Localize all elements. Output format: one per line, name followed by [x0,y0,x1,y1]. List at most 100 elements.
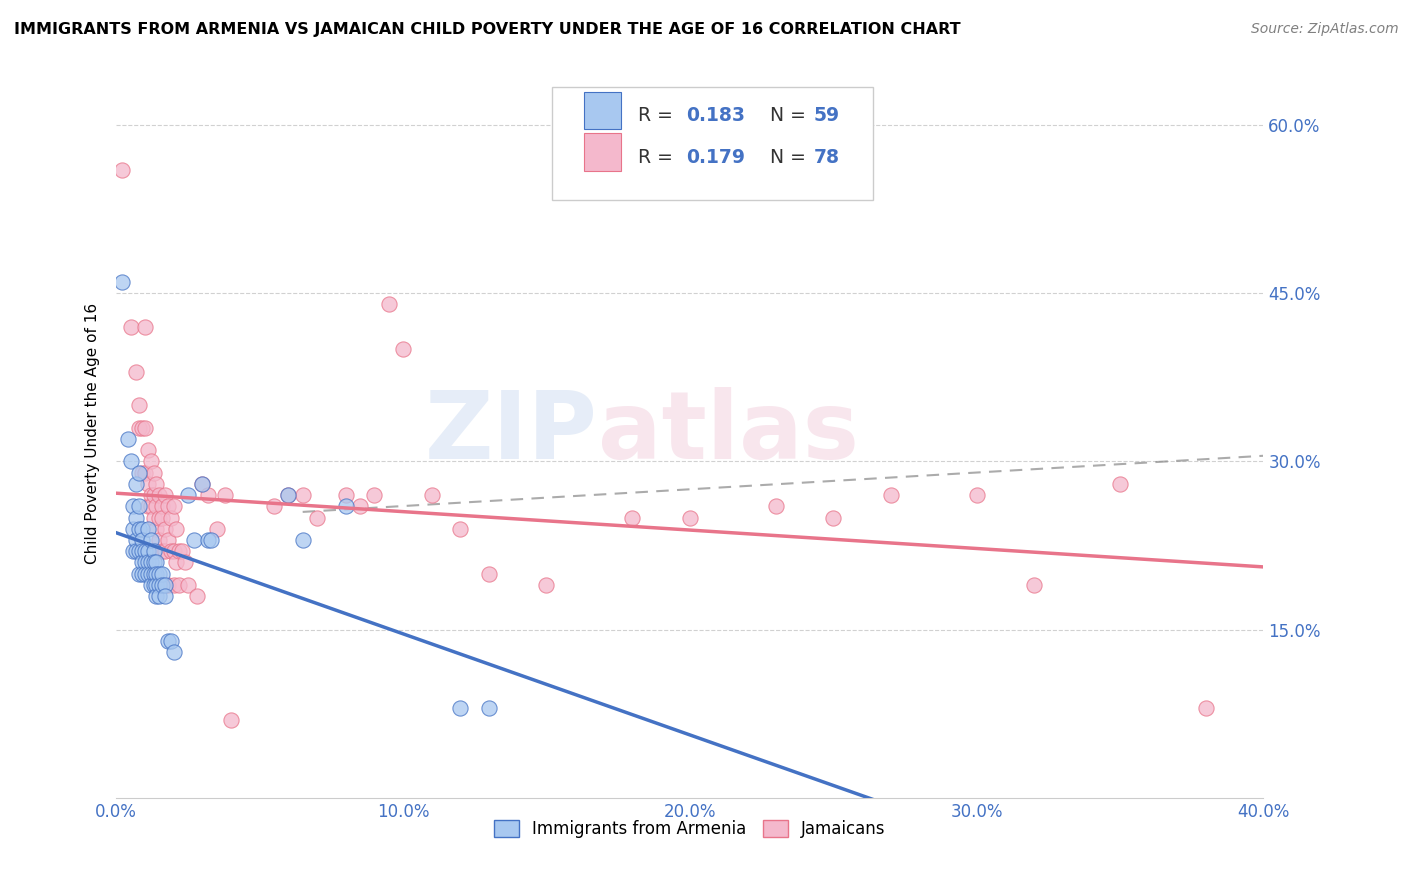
Point [1022,578,1045,592]
Point [136,500,159,514]
Point [145,522,167,536]
Point [214,488,236,502]
Point [131,533,153,547]
Point [139,566,162,581]
Point [120,454,142,468]
Point [134,566,156,581]
Text: N =: N = [770,106,813,126]
Point [197,488,219,502]
Point [277,488,299,502]
Point [131,421,153,435]
Point [1109,476,1132,491]
Point [131,556,153,570]
Point [765,500,787,514]
Point [136,476,159,491]
Point [148,566,170,581]
Point [148,488,170,502]
Text: atlas: atlas [598,387,859,479]
Point [142,556,165,570]
Point [128,500,150,514]
Point [349,500,371,514]
Point [420,488,443,502]
Point [145,556,167,570]
Point [145,500,167,514]
Point [219,713,242,727]
Point [122,522,145,536]
FancyBboxPatch shape [553,87,873,200]
Point [134,319,156,334]
Point [145,578,167,592]
Point [125,510,148,524]
Point [125,365,148,379]
Text: N =: N = [770,148,813,167]
Point [150,566,173,581]
Point [134,544,156,558]
Point [153,522,176,536]
Point [145,589,167,603]
Point [966,488,988,502]
Point [159,544,181,558]
Point [449,701,471,715]
Point [159,510,181,524]
Point [183,533,205,547]
Point [449,522,471,536]
Point [134,466,156,480]
Point [174,556,197,570]
Point [136,566,159,581]
Point [142,566,165,581]
Point [134,421,156,435]
Point [186,589,208,603]
Text: 0.183: 0.183 [686,106,745,126]
Bar [585,133,621,170]
Point [291,488,314,502]
Point [335,488,357,502]
Point [478,701,501,715]
Y-axis label: Child Poverty Under the Age of 16: Child Poverty Under the Age of 16 [86,302,100,564]
Point [679,510,702,524]
Point [128,522,150,536]
Bar [585,92,621,129]
Point [153,578,176,592]
Point [156,500,179,514]
Point [166,556,188,570]
Point [125,533,148,547]
Point [125,544,148,558]
Point [136,522,159,536]
Point [191,476,214,491]
Point [139,533,162,547]
Point [148,589,170,603]
Point [169,578,191,592]
Point [142,466,165,480]
Point [136,544,159,558]
Point [142,488,165,502]
Point [128,544,150,558]
Point [291,533,314,547]
Point [128,398,150,412]
Point [621,510,644,524]
Point [191,476,214,491]
Point [148,533,170,547]
Point [277,488,299,502]
Point [823,510,845,524]
Point [166,522,188,536]
Point [128,566,150,581]
Point [139,488,162,502]
Point [145,566,167,581]
Point [536,578,558,592]
Point [335,500,357,514]
Point [131,544,153,558]
Point [131,566,153,581]
Point [169,544,191,558]
Point [879,488,901,502]
Point [478,566,501,581]
Point [150,510,173,524]
Point [128,421,150,435]
Text: R =: R = [638,148,679,167]
Point [200,533,222,547]
Point [172,544,194,558]
Legend: Immigrants from Armenia, Jamaicans: Immigrants from Armenia, Jamaicans [486,813,893,845]
Point [150,500,173,514]
Point [145,476,167,491]
Point [150,578,173,592]
Point [136,556,159,570]
